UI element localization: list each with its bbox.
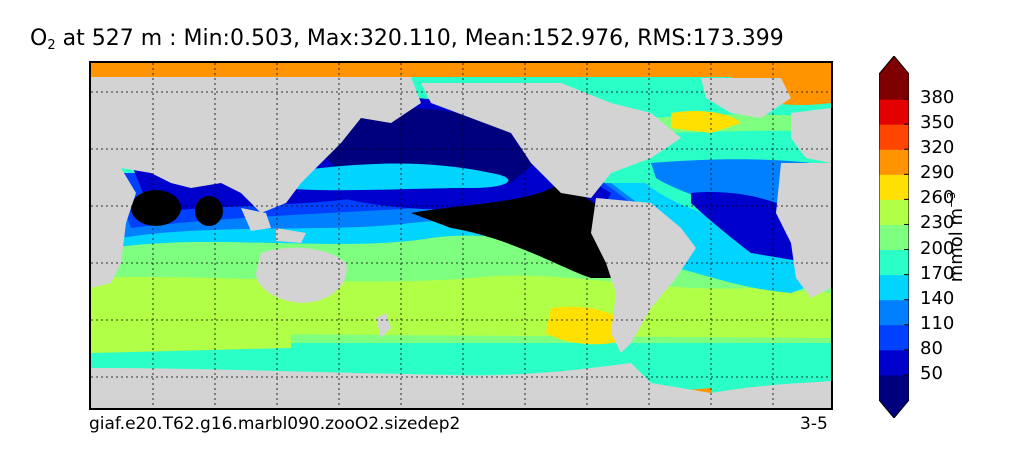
colorbar-tick-label: 80	[920, 337, 943, 359]
year-range: 3-5	[800, 414, 828, 434]
colorbar-segment	[879, 274, 909, 301]
land-africa-east	[91, 168, 136, 288]
colorbar-unit-main: mmol m	[946, 207, 967, 283]
eastern-pacific-omz	[411, 183, 626, 278]
colorbar-tick-label: 350	[920, 112, 955, 134]
colorbar	[879, 56, 909, 418]
colorbar-segment	[879, 249, 909, 276]
arctic-ocean	[91, 63, 831, 77]
map-panel	[89, 61, 833, 410]
colorbar-tick-label: 140	[920, 287, 955, 309]
land-australia	[256, 247, 347, 303]
colorbar-tick-label: 110	[920, 312, 955, 334]
colorbar-tick-label: 260	[920, 187, 955, 209]
colorbar-segment	[879, 199, 909, 225]
bay-of-bengal-omz	[195, 196, 223, 226]
title-stats: at 527 m : Min:0.503, Max:320.110, Mean:…	[55, 26, 784, 51]
colorbar-segment	[879, 149, 909, 175]
plot-title: O2 at 527 m : Min:0.503, Max:320.110, Me…	[30, 26, 784, 53]
land-antarctica	[91, 363, 831, 408]
title-variable: O	[30, 26, 48, 51]
land-north-america	[421, 83, 681, 198]
land-africa-west	[776, 163, 831, 298]
colorbar-extend-min	[879, 400, 909, 418]
land-borneo	[241, 208, 271, 231]
colorbar-unit-exponent: −3	[945, 191, 958, 208]
land-greenland	[701, 78, 791, 118]
case-name: giaf.e20.T62.g16.marbl090.zooO2.sizedep2	[89, 414, 461, 434]
colorbar-segment	[879, 374, 909, 401]
land-new-guinea	[276, 228, 306, 243]
colorbar-segment	[879, 74, 909, 100]
colorbar-extend-max	[879, 56, 909, 74]
land-south-america	[591, 198, 696, 353]
land-new-zealand	[376, 313, 391, 338]
colorbar-tick-label: 230	[920, 212, 955, 234]
colorbar-tick-label: 50	[920, 362, 943, 384]
arabian-sea-omz	[131, 190, 181, 226]
graticule	[91, 63, 831, 408]
colorbar-segment	[879, 299, 909, 326]
colorbar-tick-label: 200	[920, 237, 955, 259]
colorbar-segment	[879, 224, 909, 251]
colorbar-segment	[879, 324, 909, 351]
title-subscript: 2	[47, 38, 56, 53]
colorbar-segment	[879, 174, 909, 200]
colorbar-segment	[879, 99, 909, 125]
colorbar-tick-label: 170	[920, 262, 955, 284]
colorbar-segment	[879, 124, 909, 150]
colorbar-segment	[879, 349, 909, 376]
land-japan	[316, 133, 331, 158]
band-south-indian	[91, 315, 291, 353]
colorbar-tick-label: 290	[920, 162, 955, 184]
land-eurasia	[91, 77, 421, 213]
colorbar-tick-label: 380	[920, 87, 955, 109]
colorbar-tick-label: 320	[920, 137, 955, 159]
labrador-sea	[671, 111, 741, 133]
ocean-oxygen-map	[91, 63, 831, 408]
north-pacific-tongue	[281, 163, 509, 191]
colorbar-unit-label: mmol m−3	[945, 192, 967, 283]
